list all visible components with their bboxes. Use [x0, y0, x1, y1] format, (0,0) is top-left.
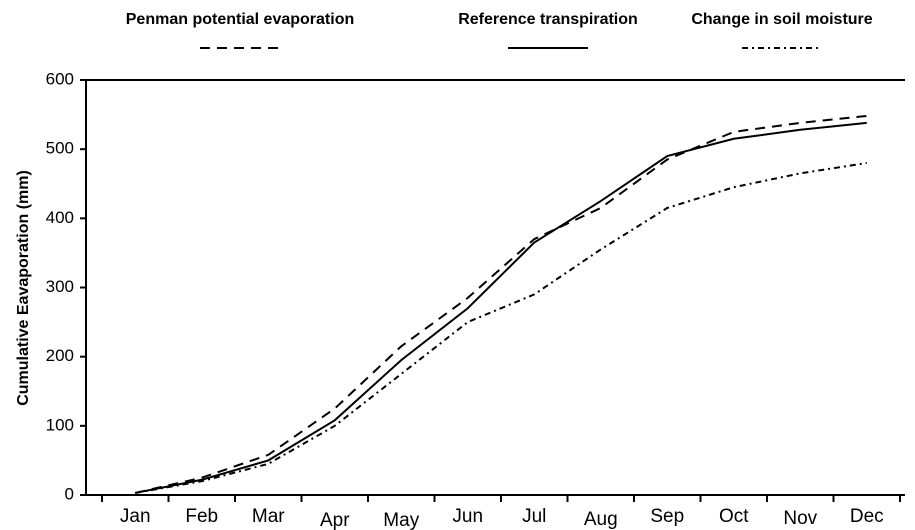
y-tick-label: 400	[46, 208, 74, 227]
x-tick-label: Mar	[252, 506, 285, 527]
x-tick-label: Aug	[584, 509, 618, 530]
x-tick-label: Jul	[522, 506, 546, 527]
legend-label: Penman potential evaporation	[126, 11, 354, 28]
x-tick-label: Apr	[320, 510, 350, 530]
y-tick-label: 300	[46, 277, 74, 296]
y-tick-label: 100	[46, 415, 74, 434]
x-tick-label: Jun	[452, 506, 483, 527]
x-tick-label: Jan	[120, 506, 151, 527]
series-line	[135, 114, 867, 494]
x-tick-label: Nov	[783, 508, 817, 529]
y-tick-label: 0	[65, 484, 74, 503]
legend-label: Reference transpiration	[458, 11, 638, 28]
legend-label: Change in soil moisture	[691, 11, 872, 28]
series-line	[135, 162, 867, 494]
x-tick-label: Oct	[719, 506, 749, 527]
series-line	[135, 121, 867, 494]
y-tick-label: 500	[46, 139, 74, 158]
x-tick-label: Sep	[650, 506, 684, 527]
x-tick-label: Dec	[850, 506, 884, 527]
y-tick-label: 600	[46, 69, 74, 88]
x-tick-label: May	[383, 510, 419, 530]
x-tick-label: Feb	[185, 506, 218, 527]
y-tick-label: 200	[46, 346, 74, 365]
y-axis-label: Cumulative Eavaporation (mm)	[15, 170, 32, 406]
